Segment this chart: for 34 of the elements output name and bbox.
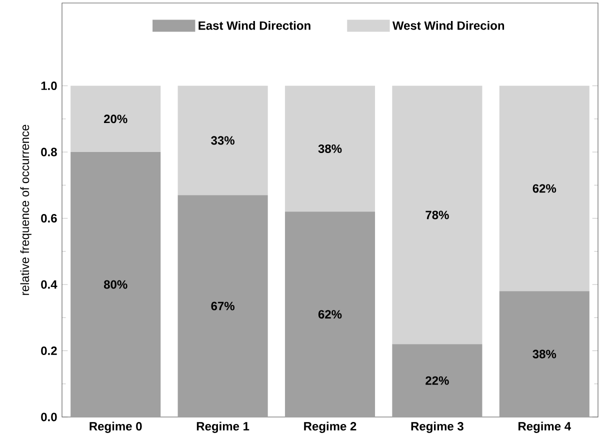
- data-label: 22%: [426, 376, 449, 385]
- legend-label: West Wind Direcion: [392, 21, 504, 30]
- x-tick-label: Regime 0: [90, 422, 142, 433]
- legend-label: East Wind Direction: [198, 21, 310, 30]
- data-label: 38%: [532, 350, 556, 358]
- data-label: 62%: [318, 310, 342, 319]
- bar: [284, 86, 376, 212]
- data-label: 20%: [104, 114, 128, 124]
- bar: [499, 86, 590, 292]
- x-tick-label: Regime 2: [304, 422, 356, 433]
- data-label: 62%: [532, 184, 556, 193]
- y-axis-title: relative frequence of occurrence: [20, 124, 32, 295]
- x-tick-label: Regime 3: [411, 422, 464, 433]
- bar: [392, 86, 482, 344]
- y-tick-label: 1.0: [41, 82, 57, 90]
- bar: [392, 344, 482, 417]
- data-label: 67%: [211, 302, 234, 310]
- data-label: 33%: [211, 136, 234, 145]
- y-tick-label: 0.2: [41, 346, 57, 356]
- y-tick-label: 0.6: [41, 214, 57, 223]
- bar: [284, 212, 376, 417]
- y-tick-label: 0.0: [41, 412, 57, 422]
- bar: [178, 195, 268, 417]
- data-label: 38%: [318, 144, 342, 153]
- bar: [70, 152, 161, 417]
- y-tick-label: 0.8: [41, 148, 57, 156]
- data-label: 80%: [104, 280, 128, 289]
- bar: [178, 86, 268, 196]
- data-label: 78%: [426, 210, 449, 220]
- bar: [70, 86, 161, 152]
- x-tick-label: Regime 1: [196, 422, 250, 433]
- bar: [499, 291, 590, 417]
- y-tick-label: 0.4: [41, 280, 58, 289]
- x-tick-label: Regime 4: [518, 422, 571, 433]
